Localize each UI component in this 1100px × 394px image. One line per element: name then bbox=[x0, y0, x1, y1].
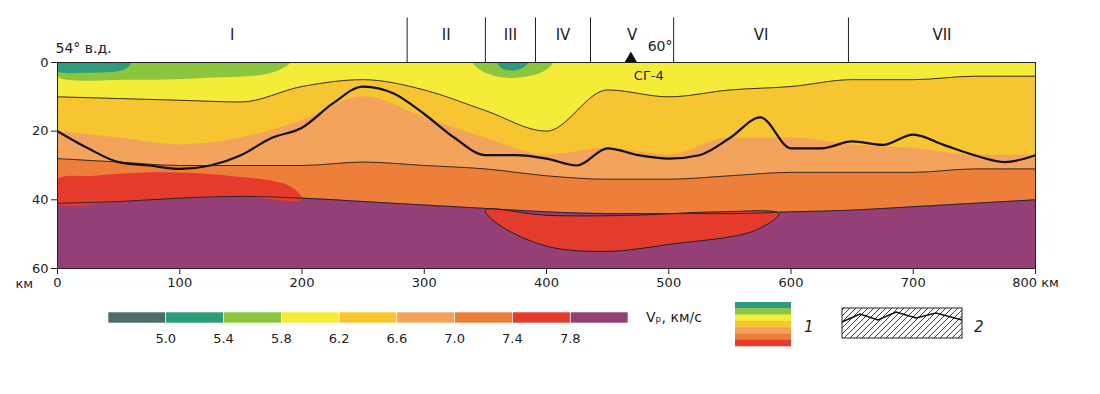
svg-text:5.8: 5.8 bbox=[271, 331, 292, 346]
svg-text:км: км bbox=[16, 276, 34, 291]
svg-text:II: II bbox=[442, 26, 451, 44]
svg-text:СГ-4: СГ-4 bbox=[634, 68, 664, 83]
svg-text:V: V bbox=[627, 26, 638, 44]
svg-text:IV: IV bbox=[556, 26, 571, 44]
svg-text:6.6: 6.6 bbox=[387, 331, 408, 346]
svg-text:7.0: 7.0 bbox=[444, 331, 465, 346]
svg-text:Vₚ, км/с: Vₚ, км/с bbox=[646, 309, 702, 325]
svg-text:0: 0 bbox=[40, 55, 48, 70]
svg-text:300: 300 bbox=[412, 275, 437, 290]
svg-text:VII: VII bbox=[932, 26, 951, 44]
svg-text:60: 60 bbox=[32, 261, 49, 276]
svg-text:700: 700 bbox=[901, 275, 926, 290]
svg-text:0: 0 bbox=[53, 275, 61, 290]
svg-text:5.4: 5.4 bbox=[213, 331, 234, 346]
svg-text:800 км: 800 км bbox=[1012, 275, 1059, 290]
svg-text:6.2: 6.2 bbox=[329, 331, 350, 346]
svg-text:40: 40 bbox=[32, 192, 49, 207]
svg-text:400: 400 bbox=[534, 275, 559, 290]
svg-text:60°: 60° bbox=[648, 38, 673, 54]
svg-text:54° в.д.: 54° в.д. bbox=[56, 40, 112, 56]
svg-text:VI: VI bbox=[754, 26, 769, 44]
svg-text:20: 20 bbox=[32, 123, 49, 138]
svg-text:7.4: 7.4 bbox=[502, 331, 523, 346]
svg-text:III: III bbox=[504, 26, 517, 44]
svg-text:1: 1 bbox=[804, 318, 814, 336]
svg-text:200: 200 bbox=[290, 275, 315, 290]
svg-text:600: 600 bbox=[779, 275, 804, 290]
svg-text:2: 2 bbox=[974, 318, 984, 336]
svg-text:I: I bbox=[230, 26, 234, 44]
svg-text:7.8: 7.8 bbox=[560, 331, 581, 346]
svg-text:100: 100 bbox=[167, 275, 192, 290]
svg-text:500: 500 bbox=[656, 275, 681, 290]
svg-text:5.0: 5.0 bbox=[155, 331, 176, 346]
